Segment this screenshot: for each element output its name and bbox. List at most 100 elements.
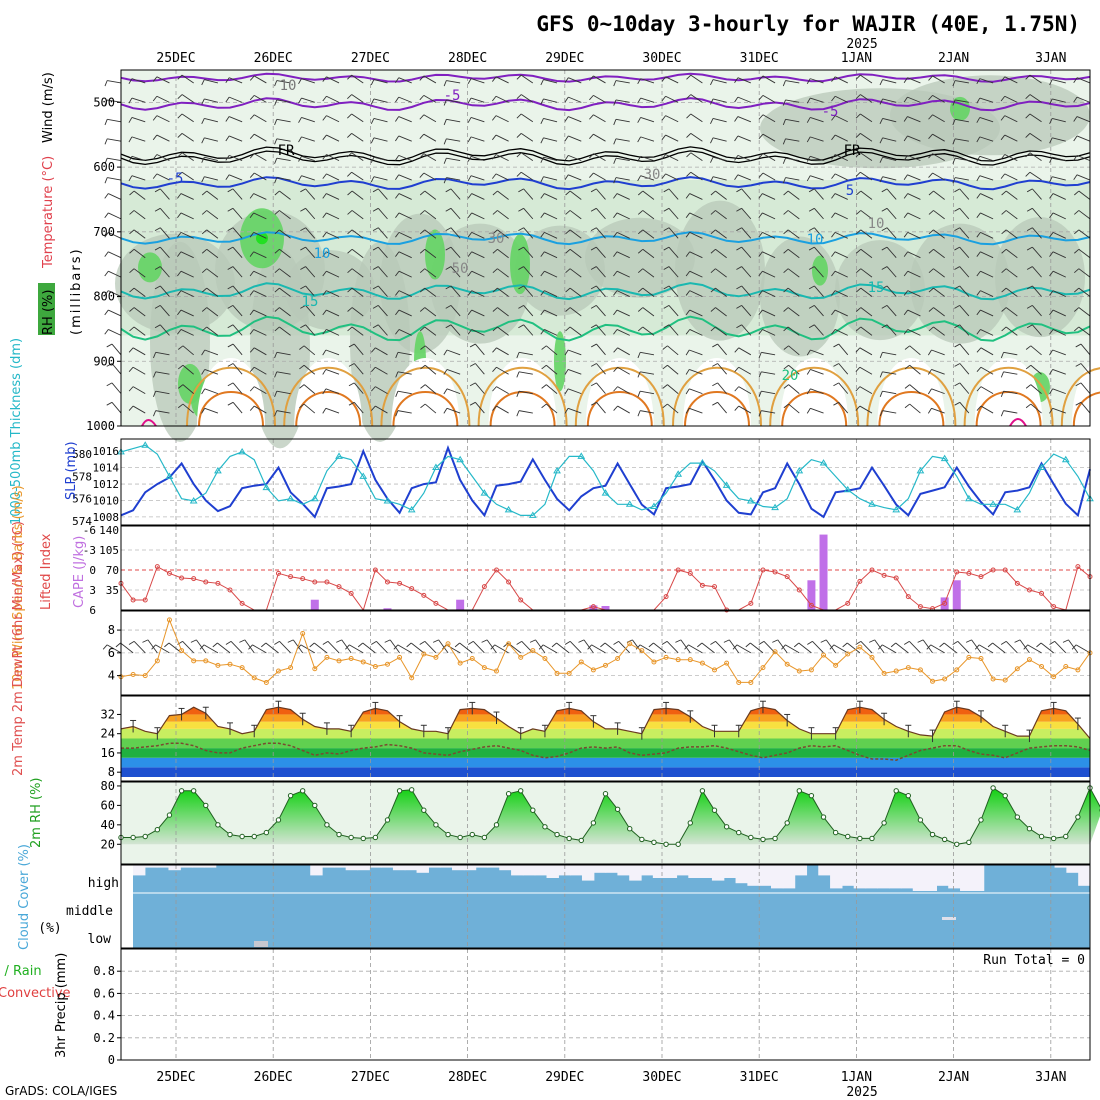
thickness-marker [698,459,707,466]
surface-wind-barb [265,642,279,654]
wind-barb-flag [1026,207,1033,212]
wind-barb [595,305,606,317]
wind-barb-flag [976,290,981,296]
wind-barb [156,76,170,84]
rh-point [1002,792,1008,799]
wind-barb [543,137,558,142]
wind-barb-flag [491,95,497,102]
wind-barb [305,246,316,259]
wind-barb [253,309,267,317]
rh-point [251,833,257,840]
temperature-band [121,728,1090,739]
wind-barb-flag [637,287,644,293]
wind-barb-flag [467,251,473,257]
wind-barb-flag [806,175,811,182]
wind-barb-flag [516,74,522,80]
top-date-30DEC: 30DEC [642,51,681,66]
wind-barb [471,251,485,259]
wind-barb-flag [153,371,157,378]
wind-barb-flag [347,326,353,332]
surface-wind-barb-flag [855,640,862,645]
rh-point [505,791,512,797]
upper-air-tick-label: 700 [93,225,115,239]
middle-cloud-gap [942,917,956,920]
wind-barb [1003,371,1018,375]
wind-barb [1052,98,1066,103]
wind-barb-flag [419,210,426,215]
wind-barb [377,324,388,336]
wind-barb-flag [1025,403,1032,409]
surface-wind-barb [639,644,655,654]
wind-barb-flag [443,158,447,164]
lifted-index-ylabel: Lifted Index [39,533,54,610]
wind-barb [232,188,243,200]
wind-barb [787,229,800,239]
surface-wind-barb-flag [190,639,197,643]
wind-barb [762,133,776,142]
wind-barb [423,114,437,123]
wind-barb [424,307,437,317]
high-cloud-gap [381,865,394,868]
wind-barb [788,384,800,394]
wind-barb [1078,268,1091,278]
wind-barb [1052,290,1066,297]
wind-barb-flag [443,369,448,375]
surface-wind-barb-flag [481,639,488,643]
wind-barb [133,248,146,259]
wind-barb [470,78,485,84]
wind-barb [375,366,388,375]
surface-wind-barb [327,641,340,654]
wind-barb [1078,307,1091,317]
wind-barb [497,326,509,336]
surface-wind-barb-flag [758,640,765,645]
thickness-marker [771,503,779,511]
wind-speed-point [1063,664,1069,670]
wind-barb-flag [808,188,815,193]
wind-barb [424,364,437,375]
wind-speed-point [372,664,378,670]
wind-barb [351,326,364,336]
wind-barb [232,246,243,259]
surface-wind-barb [591,644,606,654]
wind-barb-flag [637,175,642,182]
wind-barb [980,193,994,200]
wind-barb-flag [831,212,836,219]
wind-barb [471,231,485,239]
wind-barb-flag [395,309,400,316]
bottom-date-31DEC: 31DEC [740,1070,779,1085]
wind-barb-flag [491,115,497,121]
wind-barb-flag [492,190,498,196]
lifted-index-point [772,569,778,575]
wind-barb-flag [637,78,642,85]
surface-wind-barb [874,639,885,654]
wind-barb-flag [661,134,666,141]
wind-barb-flag [419,268,426,273]
wind-barb [325,369,340,375]
wind-barb-flag [831,251,836,257]
slp-tick-label: 1012 [93,478,120,491]
wind-barb-flag [372,324,379,329]
wind-barb-flag [855,152,861,158]
wind-barb-flag [177,345,184,350]
wind-barb-flag [274,158,278,164]
wind-barb [204,369,219,375]
wind-barb-flag [712,363,718,367]
wind-barb-flag [613,290,618,296]
wind-barb-flag [201,307,208,312]
wind-barb-flag [201,118,205,124]
wind-speed-point [481,665,487,671]
surface-wind-barb-flag [1023,644,1029,650]
lifted-index-point [506,579,512,585]
high-cloud-gap [511,865,524,876]
wind-barb-flag [300,207,306,212]
wind-barb-flag [783,210,789,215]
wind-barb-flag [152,115,158,121]
wind-barb [254,347,267,356]
wind-barb-flag [928,95,933,101]
wind-barb [204,156,219,162]
wind-barb-flag [591,363,597,367]
wind-barb-flag [1074,210,1080,215]
wind-barb [617,347,630,356]
bottom-date-30DEC: 30DEC [642,1070,681,1085]
wind-barb [182,384,194,394]
